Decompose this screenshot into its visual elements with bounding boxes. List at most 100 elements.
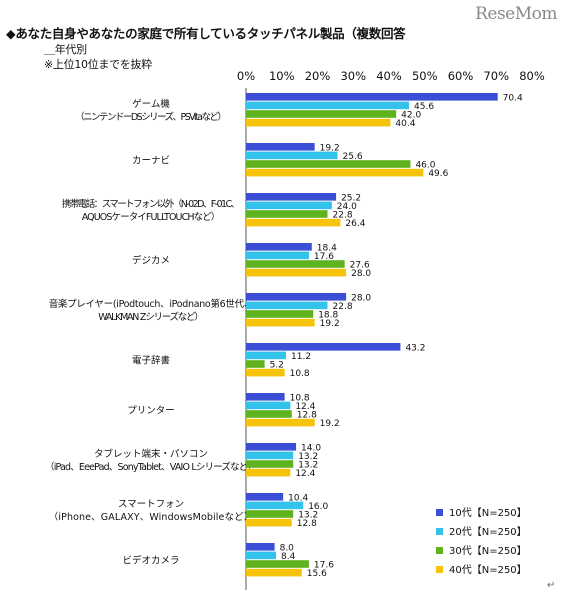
bar (246, 101, 410, 110)
bar (246, 251, 309, 260)
bar (246, 443, 297, 451)
bar (246, 260, 345, 268)
bar (246, 351, 287, 360)
data-label: 43.2 (405, 343, 425, 353)
data-label: 25.6 (343, 152, 363, 162)
data-label: 19.2 (320, 419, 340, 429)
category-label: （iPhone、GALAXY、WindowsMobileなど） (49, 511, 254, 523)
category-label: プリンター (127, 406, 175, 417)
category-label: カーナビ (132, 156, 170, 167)
data-label: 14.0 (301, 443, 321, 453)
bar (246, 401, 291, 410)
data-label: 15.6 (307, 569, 327, 579)
chart-subtitle: ＿年代別 (44, 43, 87, 56)
legend-swatch (436, 509, 443, 516)
data-label: 25.2 (341, 193, 361, 203)
data-label: 18.4 (317, 243, 337, 253)
bar (246, 418, 315, 427)
bar (246, 193, 337, 201)
data-label: 8.0 (280, 543, 295, 553)
x-tick-label: 80% (519, 69, 545, 83)
legend-label: 20代【N=250】 (449, 526, 527, 538)
bar (246, 518, 292, 527)
data-label: 40.4 (395, 119, 415, 129)
bar (246, 393, 285, 401)
x-tick-label: 50% (412, 69, 438, 83)
x-tick-label: 10% (269, 69, 295, 83)
data-label: 49.6 (428, 169, 448, 179)
bar (246, 93, 498, 101)
bar (246, 568, 302, 577)
return-mark: ↵ (547, 580, 556, 591)
data-label: 5.2 (270, 361, 284, 371)
data-label: 11.2 (291, 352, 311, 362)
x-tick-label: 40% (376, 69, 402, 83)
data-label: 10.4 (288, 493, 308, 503)
bar (246, 168, 424, 177)
data-label: 28.0 (351, 293, 371, 303)
legend-swatch (436, 528, 443, 535)
bar (246, 493, 284, 501)
x-tick-label: 30% (340, 69, 366, 83)
bar (246, 268, 347, 277)
bar (246, 551, 277, 560)
data-label: 16.0 (308, 502, 328, 512)
data-label: 19.2 (320, 143, 340, 153)
data-label: 12.8 (297, 519, 317, 529)
legend-label: 40代【N=250】 (449, 564, 527, 576)
data-label: 13.2 (298, 452, 318, 462)
bar (246, 310, 314, 318)
category-label: ビデオカメラ (122, 555, 179, 567)
data-label: 70.4 (503, 93, 523, 103)
bar (246, 560, 309, 568)
data-label: 22.8 (333, 211, 353, 221)
legend-label: 10代【N=250】 (449, 507, 527, 519)
data-label: 13.2 (298, 461, 318, 471)
category-label: WALKMAN Zシリーズなど） (98, 311, 204, 323)
bar (246, 543, 275, 551)
data-label: 42.0 (401, 111, 421, 121)
bar (246, 318, 315, 327)
x-tick-label: 0% (237, 69, 255, 83)
bar (246, 110, 397, 118)
data-label: 22.8 (333, 302, 353, 312)
data-label: 12.4 (295, 469, 315, 479)
bar (246, 501, 304, 510)
bar (246, 143, 315, 151)
category-label: スマートフォン (118, 499, 184, 510)
bar (246, 343, 401, 351)
bar (246, 218, 341, 227)
data-label: 13.2 (298, 511, 318, 521)
data-label: 24.0 (337, 202, 357, 212)
category-label: デジカメ (132, 255, 170, 267)
chart-note: ※上位10位までを抜粋 (44, 58, 152, 71)
data-label: 12.8 (297, 411, 317, 421)
data-label: 18.8 (318, 311, 338, 321)
bar (246, 118, 391, 127)
data-label: 8.4 (281, 552, 296, 562)
category-label: 携帯電話：スマートフォン以外（N-02D、F-01C、 (62, 198, 240, 210)
chart-title: ◆あなた自身やあなたの家庭で所有しているタッチパネル製品（複数回答 (6, 26, 406, 41)
category-label: （iPad、EeePad、SonyTablet、VAIO Lシリーズなど） (45, 461, 257, 473)
bar (246, 210, 328, 218)
x-tick-label: 60% (448, 69, 474, 83)
bar (246, 293, 347, 301)
category-label: ゲーム機 (132, 98, 170, 110)
bar (246, 460, 294, 468)
legend-swatch (436, 566, 443, 573)
data-label: 28.0 (351, 269, 371, 279)
x-tick-label: 20% (305, 69, 331, 83)
data-label: 10.8 (290, 393, 310, 403)
data-label: 10.8 (290, 369, 310, 379)
data-label: 27.6 (350, 261, 370, 271)
bar (246, 160, 411, 168)
bar (246, 451, 294, 460)
bar (246, 410, 292, 418)
data-label: 17.6 (314, 252, 334, 262)
category-label: 音楽プレイヤー(iPodtouch、iPodnano第6世代、 (49, 298, 254, 310)
bar (246, 360, 265, 368)
bar (246, 201, 332, 210)
data-label: 26.4 (345, 219, 365, 229)
bar (246, 510, 294, 518)
